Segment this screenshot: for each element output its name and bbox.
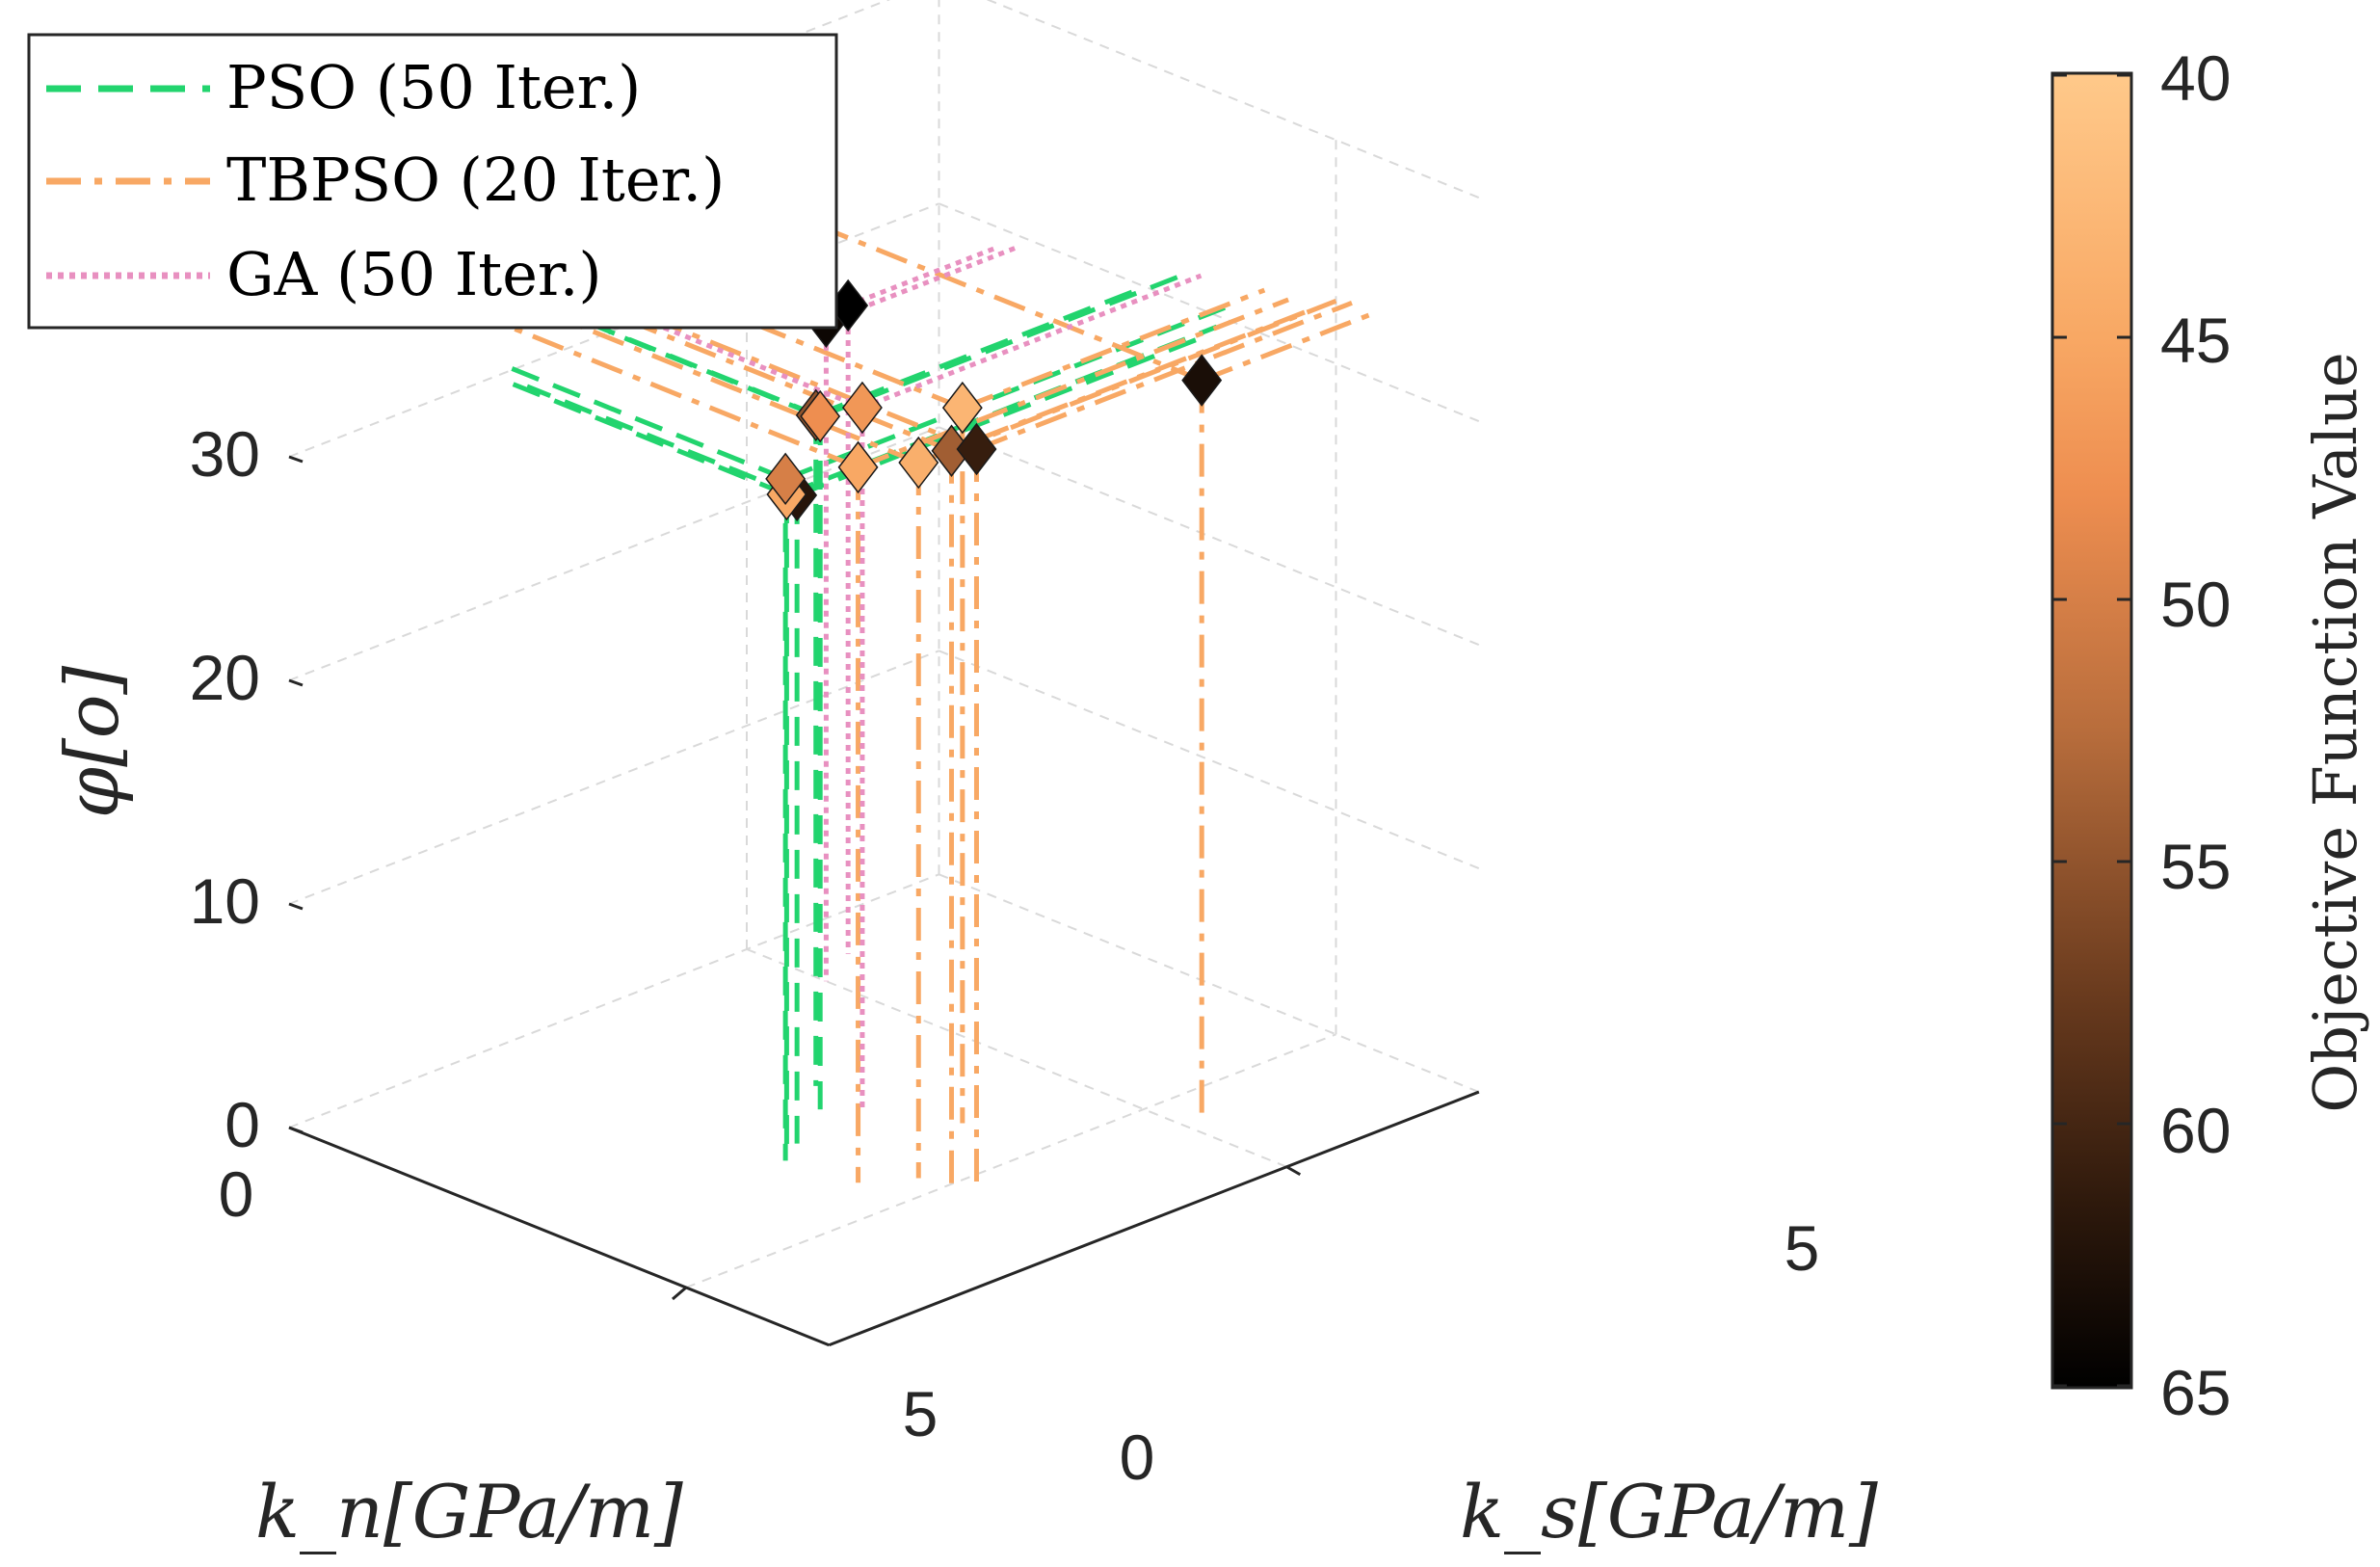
axis-tick-mark <box>1285 1165 1302 1177</box>
legend-label-pso: PSO (50 Iter.) <box>226 52 641 122</box>
series-lines <box>498 201 1377 1187</box>
grid-line <box>939 426 1480 646</box>
pso-ks-projection <box>819 275 1178 419</box>
pso-point <box>800 389 841 443</box>
tbpso-ks-projection <box>961 287 1266 411</box>
legend-label-tbpso: TBPSO (20 Iter.) <box>226 145 725 215</box>
legend: PSO (50 Iter.) TBPSO (20 Iter.) GA (50 I… <box>27 33 838 330</box>
ks-tick-5: 5 <box>1785 1212 1820 1284</box>
colorbar: 40 45 50 55 60 65 Objective Function Val… <box>2050 42 2370 1428</box>
phi-tick-0: 0 <box>225 1089 260 1160</box>
phi-tick-mark <box>288 678 304 687</box>
kn-axis-label: k_n[GPa/m] <box>255 1469 683 1554</box>
tbpso-kn-projection <box>764 201 1203 383</box>
tbpso-kn-projection <box>508 324 859 470</box>
grid-line <box>288 426 939 681</box>
pso-kn-projection <box>508 380 788 497</box>
kn-tick-5: 5 <box>903 1378 939 1449</box>
tbpso-point <box>941 381 983 435</box>
colorbar-tick-60: 60 <box>2160 1095 2231 1166</box>
legend-label-ga: GA (50 Iter.) <box>226 239 602 309</box>
tbpso-point <box>1181 354 1223 407</box>
tbpso-point <box>837 440 879 494</box>
ks-tick-0: 0 <box>1120 1421 1155 1493</box>
grid-line <box>685 1033 1336 1288</box>
colorbar-tick-55: 55 <box>2160 831 2231 902</box>
colorbar-tick-45: 45 <box>2160 305 2231 376</box>
phi-tick-mark <box>288 902 304 911</box>
kn-tick-0: 0 <box>219 1158 254 1230</box>
grid-line <box>288 873 939 1129</box>
tbpso-ks-projection <box>950 299 1337 454</box>
tbpso-kn-projection <box>553 288 953 454</box>
tbpso-point <box>898 436 939 490</box>
phi-axis-label: φ[o] <box>49 666 135 819</box>
phi-tick-mark <box>288 1126 304 1134</box>
grid-line <box>746 948 1287 1168</box>
grid-line <box>986 0 1480 199</box>
tbpso-ks-projection <box>857 297 1289 470</box>
colorbar-tick-50: 50 <box>2160 569 2231 640</box>
kn-axis-line <box>288 1126 830 1347</box>
pso-kn-projection <box>498 360 787 482</box>
ks-axis-line <box>828 1090 1480 1347</box>
colorbar-label: Objective Function Value <box>2300 352 2370 1112</box>
tbpso-ks-projection <box>975 301 1353 452</box>
colorbar-tick-40: 40 <box>2160 42 2231 114</box>
ga-point <box>841 381 883 435</box>
phi-tick-30: 30 <box>190 418 260 490</box>
grid-line <box>939 873 1480 1093</box>
tbpso-kn-projection <box>563 280 978 452</box>
axis-lines <box>288 455 1480 1347</box>
phi-tick-20: 20 <box>190 642 260 713</box>
colorbar-tick-65: 65 <box>2160 1357 2231 1428</box>
ga-ks-projection <box>861 273 1203 411</box>
pso-kn-projection <box>526 384 799 498</box>
phi-tick-mark <box>288 455 304 464</box>
tbpso-point <box>956 422 997 476</box>
ks-axis-label: k_s[GPa/m] <box>1460 1469 1878 1554</box>
phi-tick-10: 10 <box>190 865 260 937</box>
grid-line <box>288 650 939 905</box>
tbpso-kn-projection <box>544 309 920 465</box>
tbpso-kn-projection <box>636 274 964 411</box>
pso-ks-projection <box>796 332 1210 498</box>
colorbar-gradient <box>2050 71 2133 1390</box>
data-markers <box>765 279 1223 522</box>
ga-ks-projection <box>847 246 996 308</box>
tbpso-ks-projection <box>1201 309 1377 383</box>
colorbar-ticks <box>2052 73 2131 1388</box>
pso-point <box>765 452 807 506</box>
grid-line <box>939 650 1480 869</box>
axis-tick-mark <box>672 1286 687 1301</box>
